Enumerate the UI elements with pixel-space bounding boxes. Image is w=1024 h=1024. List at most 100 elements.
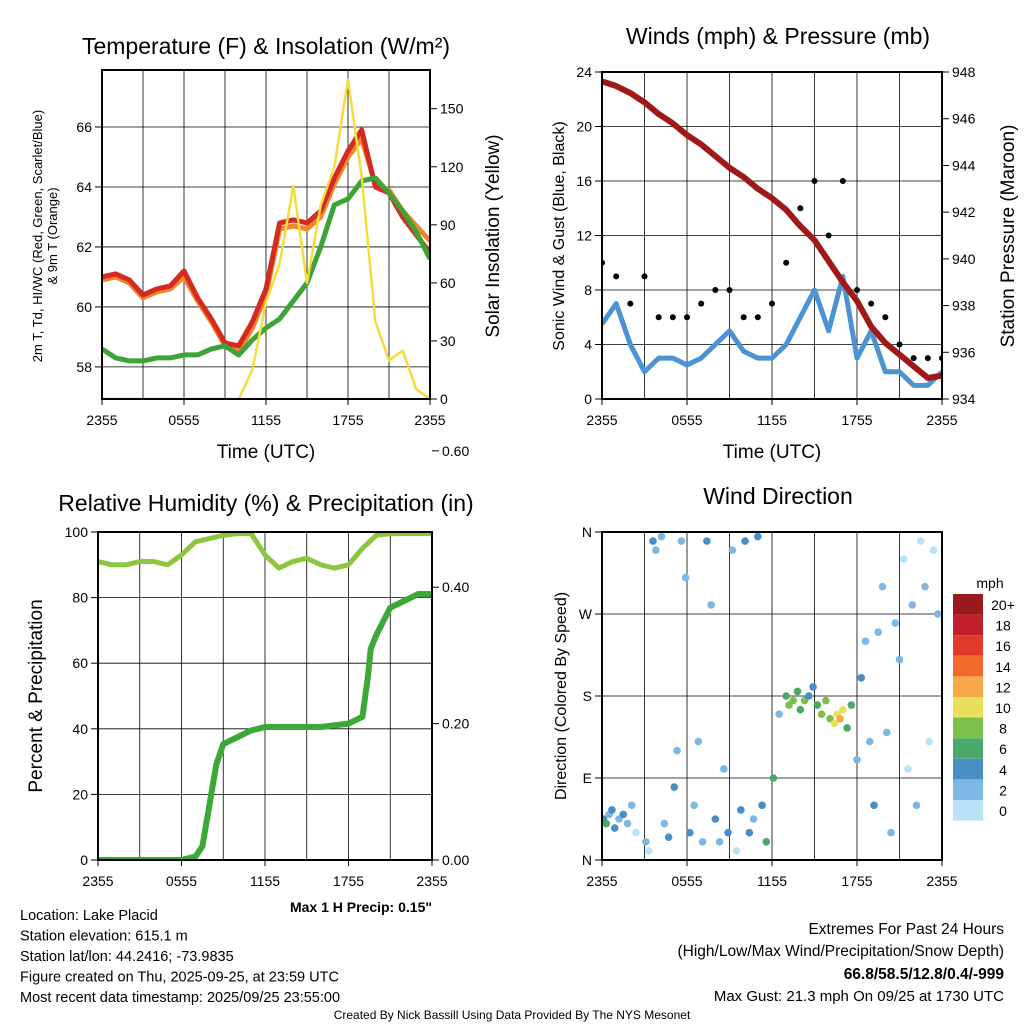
speed-legend-title: mph [976, 575, 1003, 591]
y-tick-label: 0 [80, 852, 88, 868]
x-tick-label: 1155 [757, 412, 787, 428]
solar-insolation-line [102, 78, 430, 399]
wind-direction-point [602, 819, 611, 828]
rh-series [98, 532, 432, 860]
wind-direction-point [782, 692, 790, 700]
y-tick-label: N [582, 852, 592, 868]
y2-tick-label: 934 [952, 391, 976, 407]
wind-direction-point [652, 546, 660, 555]
x-tick-label: 1155 [250, 873, 280, 889]
wind-direction-point [865, 737, 874, 746]
x-tick-label: 0555 [671, 873, 702, 889]
wind-direction-point [912, 801, 921, 810]
legend-swatch [953, 635, 983, 656]
wind-direction-point [861, 637, 870, 646]
station-info-line: Figure created on Thu, 2025-09-25, at 23… [20, 970, 339, 986]
y-tick-label: 8 [584, 282, 592, 298]
sonic-wind-line [602, 273, 942, 388]
gust-point [811, 178, 818, 184]
wdir-ylabel: Direction (Colored By Speed) [553, 592, 570, 800]
y-tick-label: 66 [76, 119, 92, 135]
gust-point [783, 259, 790, 266]
legend-label: 2 [999, 782, 1007, 798]
wind-direction-point [627, 801, 636, 810]
station-info-line: Station lat/lon: 44.2416; -73.9835 [20, 949, 234, 965]
gust-point [839, 178, 846, 184]
max-gust: Max Gust: 21.3 mph On 09/25 at 1730 UTC [714, 988, 1004, 1005]
x-tick-label: 2355 [926, 412, 957, 428]
rh-ylabel: Percent & Precipitation [26, 599, 47, 792]
wind-direction-point [657, 532, 666, 541]
wind-direction-point [847, 701, 856, 709]
wdir-plot-frame [601, 531, 943, 861]
y-tick-label: 60 [76, 299, 92, 315]
y2-tick-label: 938 [952, 298, 976, 314]
wind-panel: 2355 0555 1155 1755 2355 0 4 8 12 16 20 24 934 936 938… [576, 64, 975, 428]
y2-tick-label: 940 [952, 251, 976, 267]
gust-point [924, 355, 931, 362]
temp-plot-frame [101, 69, 431, 400]
wind-direction-point [711, 815, 720, 823]
y2-tick-label: 948 [952, 64, 976, 80]
wind-direction-point [843, 724, 851, 732]
y2-tick-label: 0.20 [442, 716, 469, 732]
wind-direction-point [796, 705, 805, 714]
y-tick-label: E [583, 770, 592, 786]
x-tick-label: 0555 [168, 412, 199, 428]
y-tick-label: 58 [76, 359, 92, 375]
wind-direction-point [762, 837, 771, 846]
station-pressure-line [602, 78, 942, 381]
gust-point [769, 300, 775, 307]
wind-direction-point [916, 537, 925, 545]
y-tick-label: 20 [576, 119, 592, 135]
gust-point [896, 341, 903, 348]
y2-tick-label: 0.60 [442, 443, 469, 459]
temp-ylabel: 2m T, Td, HI/WC (Red, Green, Scarlet/Blu… [30, 110, 45, 362]
legend-swatch [953, 717, 983, 739]
wind-direction-point [608, 806, 616, 814]
x-tick-label: 1755 [332, 412, 363, 428]
wind-direction-point [929, 546, 938, 555]
legend-label: 0 [999, 803, 1007, 819]
wind-direction-point [925, 737, 934, 746]
wind-direction-point [891, 619, 900, 627]
legend-swatch [953, 738, 983, 759]
y2-tick-label: 936 [952, 344, 976, 360]
legend-label: 4 [999, 762, 1007, 778]
wind-ylabel: Sonic Wind & Gust (Blue, Black) [551, 121, 568, 350]
gust-point [754, 314, 761, 321]
gust-point [740, 314, 747, 321]
wind-direction-point [732, 847, 741, 855]
station-info-line: Most recent data timestamp: 2025/09/25 2… [20, 990, 340, 1006]
wind-direction-point [677, 537, 686, 545]
extremes-subheading: (High/Low/Max Wind/Precipitation/Snow De… [678, 943, 1005, 960]
wind-direction-point [623, 819, 632, 828]
wind-chart-title: Winds (mph) & Pressure (mb) [626, 23, 930, 49]
station-info-line: Station elevation: 615.1 m [20, 929, 188, 945]
wind-direction-point [690, 801, 698, 810]
x-tick-label: 2355 [416, 873, 447, 889]
y-tick-label: 64 [76, 179, 92, 195]
x-tick-label: 1755 [333, 873, 364, 889]
wind-direction-point [769, 774, 778, 782]
legend-swatch [953, 800, 983, 821]
extremes-values: 66.8/58.5/12.8/0.4/-999 [844, 966, 1005, 983]
legend-label: 14 [995, 659, 1011, 675]
precipitation-line [98, 591, 432, 860]
wind-direction-point [874, 628, 883, 637]
x-tick-label: 2355 [926, 873, 957, 889]
y-tick-label: 4 [584, 337, 592, 353]
legend-label: 10 [995, 700, 1011, 716]
wind-direction-point [728, 546, 737, 555]
gust-point [613, 273, 620, 280]
legend-label: 16 [995, 638, 1011, 654]
legend-swatch [953, 655, 983, 677]
gust-point [910, 355, 917, 362]
wind-direction-point [715, 837, 724, 846]
y-tick-label: 100 [65, 524, 89, 540]
y-tick-label: W [579, 606, 593, 622]
wind-direction-point [720, 765, 728, 773]
gust-point [797, 205, 804, 212]
temp-y2label: Solar Insolation (Yellow) [483, 134, 504, 337]
legend-swatch [953, 697, 983, 718]
